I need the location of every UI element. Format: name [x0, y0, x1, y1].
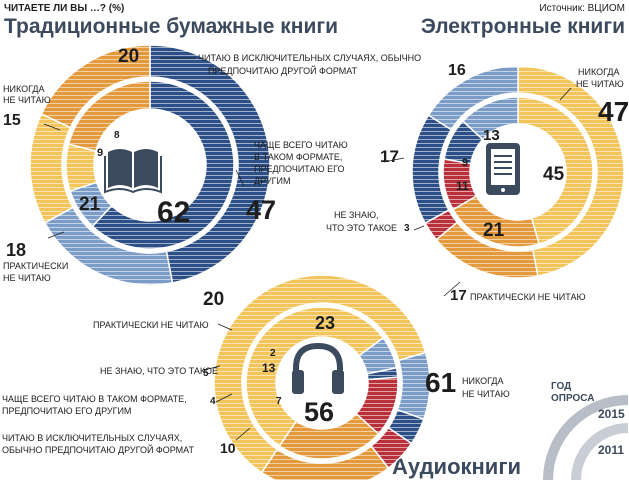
- ebook-dontknow-label-2: ЧТО ЭТО ТАКОЕ: [326, 223, 397, 233]
- headphones-icon: [292, 342, 344, 394]
- audio-regular-2011-value: 2: [270, 348, 276, 359]
- donut-ebook-practically_not-2015-texture: [436, 222, 538, 278]
- ebook-regular-2011-value: 9: [462, 157, 468, 169]
- ebook-dontknow-label-1: НЕ ЗНАЮ,: [334, 210, 379, 220]
- donut-paper-practically_not-2011-texture: [68, 81, 150, 152]
- ebook-dontknow-2011-value: 11: [456, 179, 469, 193]
- donut-ebook-dontknow-2011-texture: [442, 158, 477, 210]
- donut-ebook-never-2011-texture: [518, 97, 593, 244]
- audio-practically-label: ПРАКТИЧЕСКИ НЕ ЧИТАЮ: [93, 320, 209, 330]
- donut-audio-practically_not-2015-texture: [261, 446, 389, 480]
- paper-books-title: Традиционные бумажные книги: [4, 15, 338, 38]
- audiobooks-donut: [213, 274, 431, 480]
- donut-ebook-occasional-2011-texture: [462, 97, 518, 140]
- audio-occasional-2015-value: 10: [220, 440, 236, 456]
- donut-paper-regular-2015-texture: [150, 45, 271, 283]
- ebook-practically-2011-value: 21: [483, 220, 505, 241]
- paper-regular-2011-value: 62: [157, 196, 190, 229]
- paper-practically-2011-value: 21: [79, 194, 101, 215]
- leader-lines: [43, 57, 572, 441]
- donut-audio-regular-2011-texture: [367, 367, 398, 380]
- paper-never-label-1: НИКОГДА: [3, 84, 44, 94]
- tablet-icon: [486, 143, 520, 195]
- donut-ebook-dontknow-2015-texture: [425, 210, 458, 240]
- legend-title-line-2: ОПРОСА: [551, 393, 594, 404]
- year-2011-ring-sample: [571, 423, 629, 480]
- donut-paper-never-2011-texture: [66, 144, 97, 191]
- ebook-practically-2015-value: 17: [450, 287, 467, 304]
- donut-paper-regular-2011-texture: [92, 81, 234, 250]
- donut-audio-practically_not-2011-texture: [279, 413, 379, 459]
- survey-year-legend: ГОД ОПРОСА 2015 2011: [543, 381, 629, 480]
- donut-audio-never-2011-texture: [246, 307, 384, 447]
- audio-never-label-1: НИКОГДА: [462, 376, 503, 386]
- legend-year-2011: 2011: [598, 443, 624, 457]
- paper-occasional-label-2: ПРЕДПОЧИТАЮ ДРУГОЙ ФОРМАТ: [208, 65, 358, 76]
- donut-ebook-regular-2011-texture: [444, 121, 483, 164]
- ebook-never-label-1: НИКОГДА: [578, 67, 619, 77]
- paper-practically-label-2: НЕ ЧИТАЮ: [3, 273, 51, 283]
- audio-occasional-label-2: ОБЫЧНО ПРЕДПОЧИТАЮ ДРУГОЙ ФОРМАТ: [2, 444, 194, 455]
- ebooks-title: Электронные книги: [421, 15, 625, 38]
- audio-occasional-label-1: ЧИТАЮ В ИСКЛЮЧИТЕЛЬНЫХ СЛУЧАЯХ,: [2, 433, 182, 443]
- audio-regular-label-1: ЧАЩЕ ВСЕГО ЧИТАЮ В ТАКОМ ФОРМАТЕ,: [2, 394, 187, 404]
- audiobooks-title: Аудиокниги: [392, 454, 521, 479]
- donut-audio-dontknow-2011-texture: [356, 377, 398, 434]
- audio-regular-2015-value: 4: [210, 396, 216, 407]
- paper-regular-label-1: ЧАЩЕ ВСЕГО ЧИТАЮ: [254, 140, 348, 150]
- ebook-occasional-2011-value: 13: [483, 127, 500, 144]
- ebooks-donut: [411, 65, 625, 279]
- donut-audio-occasional-2011-texture: [359, 337, 397, 374]
- audio-dontknow-label: НЕ ЗНАЮ, ЧТО ЭТО ТАКОЕ: [100, 366, 218, 376]
- paper-occasional-2015-value: 20: [118, 46, 139, 67]
- paper-regular-label-4: ДРУГИМ: [254, 176, 290, 186]
- legend-title-line-1: ГОД: [551, 381, 571, 392]
- donut-paper-occasional-2011-texture: [70, 182, 112, 227]
- ebook-occasional-2015-value: 16: [448, 62, 466, 79]
- audio-dontknow-2015-value: 5: [203, 368, 209, 379]
- donut-ebook-occasional-2015-texture: [428, 66, 518, 130]
- source-note: Источник: ВЦИОМ: [539, 3, 625, 14]
- audio-never-label-2: НЕ ЧИТАЮ: [462, 389, 510, 399]
- ebook-regular-2015-value: 17: [380, 147, 399, 166]
- donut-audio-occasional-2015-texture: [397, 352, 430, 420]
- audio-never-2015-value: 61: [425, 367, 456, 398]
- year-2015-ring-sample: [543, 395, 629, 480]
- audio-never-2011-value: 56: [304, 397, 334, 427]
- paper-never-2011-value: 9: [97, 147, 103, 159]
- donut-audio-never-2015-texture: [214, 275, 426, 473]
- donut-paper-never-2015-texture: [29, 113, 73, 223]
- paper-regular-label-2: В ТАКОМ ФОРМАТЕ,: [254, 152, 342, 162]
- audio-practically-2011-value: 23: [315, 313, 335, 333]
- paper-books-donut: [29, 44, 271, 286]
- donut-ebook-regular-2015-texture: [412, 115, 452, 224]
- donut-paper-practically_not-2015-texture: [41, 45, 150, 128]
- question-header: ЧИТАЕТЕ ЛИ ВЫ …? (%): [4, 3, 124, 14]
- paper-regular-2015-value: 47: [246, 195, 276, 225]
- open-book-icon: [104, 149, 162, 194]
- paper-practically-label-1: ПРАКТИЧЕСКИ: [3, 261, 68, 271]
- ebook-never-2015-value: 47: [598, 96, 629, 127]
- donut-paper-occasional-2015-texture: [44, 207, 173, 285]
- ebook-practically-label: ПРАКТИЧЕСКИ НЕ ЧИТАЮ: [470, 292, 586, 302]
- ebook-never-label-2: НЕ ЧИТАЮ: [576, 79, 624, 89]
- paper-occasional-2011-value: 8: [114, 130, 120, 141]
- paper-never-label-2: НЕ ЧИТАЮ: [3, 95, 51, 105]
- legend-year-2015: 2015: [598, 407, 625, 421]
- audio-dontknow-2011-value: 13: [262, 361, 276, 375]
- ebook-never-2011-value: 45: [543, 164, 565, 185]
- audio-practically-2015-value: 20: [203, 289, 224, 310]
- ebook-dontknow-2015-value: 3: [404, 223, 410, 234]
- audio-occasional-2011-value: 7: [276, 396, 282, 407]
- paper-practically-2015-value: 18: [6, 240, 26, 260]
- paper-never-2015-value: 15: [3, 112, 21, 129]
- donut-ebook-never-2015-texture: [518, 66, 624, 277]
- paper-regular-label-3: ПРЕДПОЧИТАЮ ЕГО: [254, 164, 344, 174]
- paper-occasional-label-1: ЧИТАЮ В ИСКЛЮЧИТЕЛЬНЫХ СЛУЧАЯХ, ОБЫЧНО: [198, 53, 421, 63]
- donut-ebook-practically_not-2011-texture: [453, 196, 540, 247]
- donut-audio-regular-2015-texture: [388, 409, 424, 444]
- audio-regular-label-2: ПРЕДПОЧИТАЮ ЕГО ДРУГИМ: [2, 406, 131, 416]
